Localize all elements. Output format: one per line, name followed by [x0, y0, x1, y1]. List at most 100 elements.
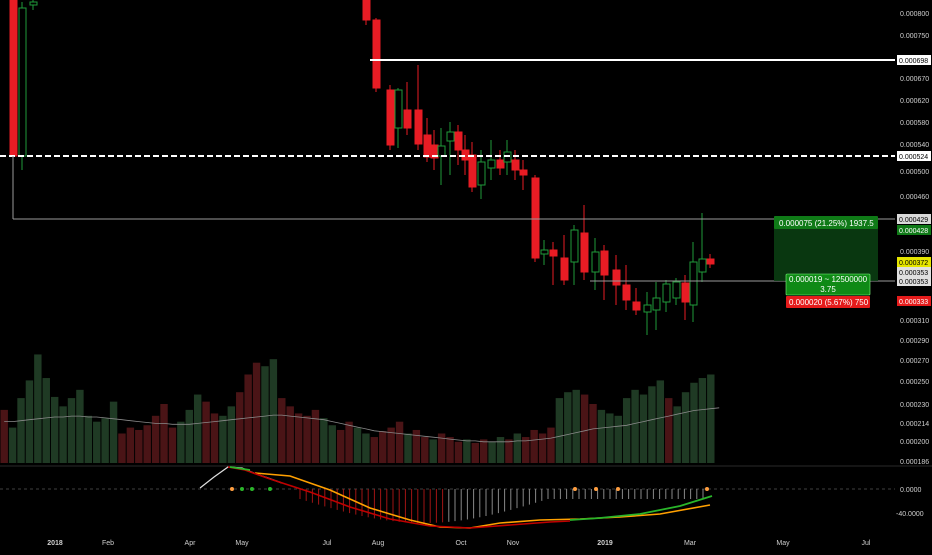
candle	[386, 85, 395, 150]
volume-bar	[379, 431, 387, 463]
volume-bar	[0, 409, 8, 463]
volume-bar	[665, 398, 673, 463]
osc-slow-line-down	[227, 466, 571, 529]
candle-body	[403, 109, 412, 129]
volume-bar	[606, 413, 614, 463]
time-axis-label: May	[235, 540, 249, 547]
candle-body	[423, 134, 432, 158]
position-entry-label-line1: 0.000019 ~ 12500000	[789, 275, 868, 284]
volume-bar	[622, 398, 631, 463]
volume-bar	[522, 437, 530, 463]
candle	[403, 82, 412, 135]
volume-bar	[698, 378, 707, 463]
price-axis-tick: 0.000460	[900, 194, 929, 201]
candle-body	[662, 283, 671, 303]
candle	[362, 0, 371, 25]
price-tag-bg	[897, 151, 931, 161]
candle-body	[487, 159, 496, 169]
volume-bar	[50, 396, 59, 463]
price-axis-tick: 0.000310	[900, 318, 929, 325]
price-axis-tick: 0.000250	[900, 379, 929, 386]
volume-bar	[252, 362, 261, 463]
volume-bar	[67, 398, 76, 463]
price-axis-tick: 0.000800	[900, 11, 929, 18]
candle-body	[9, 0, 18, 157]
volume-bar	[362, 433, 370, 463]
position-stop-label-bg	[786, 296, 870, 308]
candle-body	[468, 154, 477, 188]
candle-body	[29, 1, 38, 6]
candle-body	[511, 159, 520, 171]
osc-signal-dot	[705, 487, 709, 491]
volume-bar	[320, 418, 328, 463]
price-axis-tick: 0.000372	[899, 260, 928, 267]
volume-bar	[42, 378, 50, 463]
time-axis-label: Feb	[102, 540, 114, 547]
candle-body	[672, 281, 681, 299]
volume-bar	[597, 409, 606, 463]
candle	[487, 140, 496, 180]
candle-body	[454, 131, 463, 151]
volume-bar	[17, 398, 25, 463]
volume-bar	[471, 442, 479, 463]
volume-bar	[261, 366, 269, 463]
price-axis-tick: 0.000353	[899, 279, 928, 286]
volume-bar	[631, 389, 639, 463]
candle	[580, 205, 589, 280]
price-axis-tick: 0.000750	[900, 33, 929, 40]
position-target-label: 0.000075 (21.25%) 1937.5	[779, 219, 874, 228]
volume-bar	[84, 415, 93, 463]
candle-body	[622, 284, 631, 301]
candle	[414, 65, 423, 150]
position-stop-label: 0.000020 (5.67%) 750	[789, 298, 869, 307]
volume-bar	[505, 439, 513, 463]
candle	[29, 0, 38, 10]
candle-body	[600, 250, 609, 276]
candle-body	[414, 109, 423, 145]
candle-body	[372, 19, 381, 89]
osc-signal-dot	[230, 487, 234, 491]
volume-bar	[454, 441, 463, 463]
candle-body	[437, 145, 446, 157]
volume-bar	[488, 441, 496, 463]
volume-bar	[614, 415, 622, 463]
volume-bar	[286, 406, 294, 463]
volume-bar	[185, 409, 193, 463]
osc-slow-line-up	[569, 495, 713, 521]
price-axis-tick: 0.000580	[900, 120, 929, 127]
candle	[560, 235, 569, 285]
candle	[681, 275, 690, 320]
volume-bar	[404, 433, 412, 463]
price-axis-tick: 0.000620	[900, 98, 929, 105]
candle	[446, 122, 455, 175]
volume-bar	[118, 433, 126, 463]
price-axis-tick: 0.000333	[899, 299, 928, 306]
volume-bar	[639, 394, 648, 463]
candle-body	[612, 269, 621, 286]
candle	[662, 280, 671, 312]
candle-body	[591, 251, 600, 273]
volume-bar	[656, 380, 665, 463]
volume-bar	[177, 421, 185, 463]
price-axis-tick: 0.000353	[899, 270, 928, 277]
price-axis-tick: 0.000698	[899, 58, 928, 65]
volume-bar	[513, 433, 522, 463]
candle-body	[496, 159, 505, 169]
candle-body	[477, 161, 486, 186]
price-tag-bg	[897, 225, 931, 235]
position-target-label-bg	[774, 216, 878, 229]
volume-bar	[479, 439, 488, 463]
volume-bar	[421, 437, 429, 463]
volume-bar	[311, 409, 320, 463]
volume-bar	[244, 374, 252, 463]
price-axis-tick: 0.000670	[900, 76, 929, 83]
volume-bar	[269, 359, 278, 463]
price-axis-tick: 0.000428	[899, 228, 928, 235]
volume-bar	[648, 386, 656, 463]
volume-bar	[572, 389, 580, 463]
volume-bar	[93, 421, 101, 463]
candle	[689, 242, 698, 322]
time-axis-label: Mar	[684, 540, 697, 547]
candle-body	[519, 169, 528, 176]
